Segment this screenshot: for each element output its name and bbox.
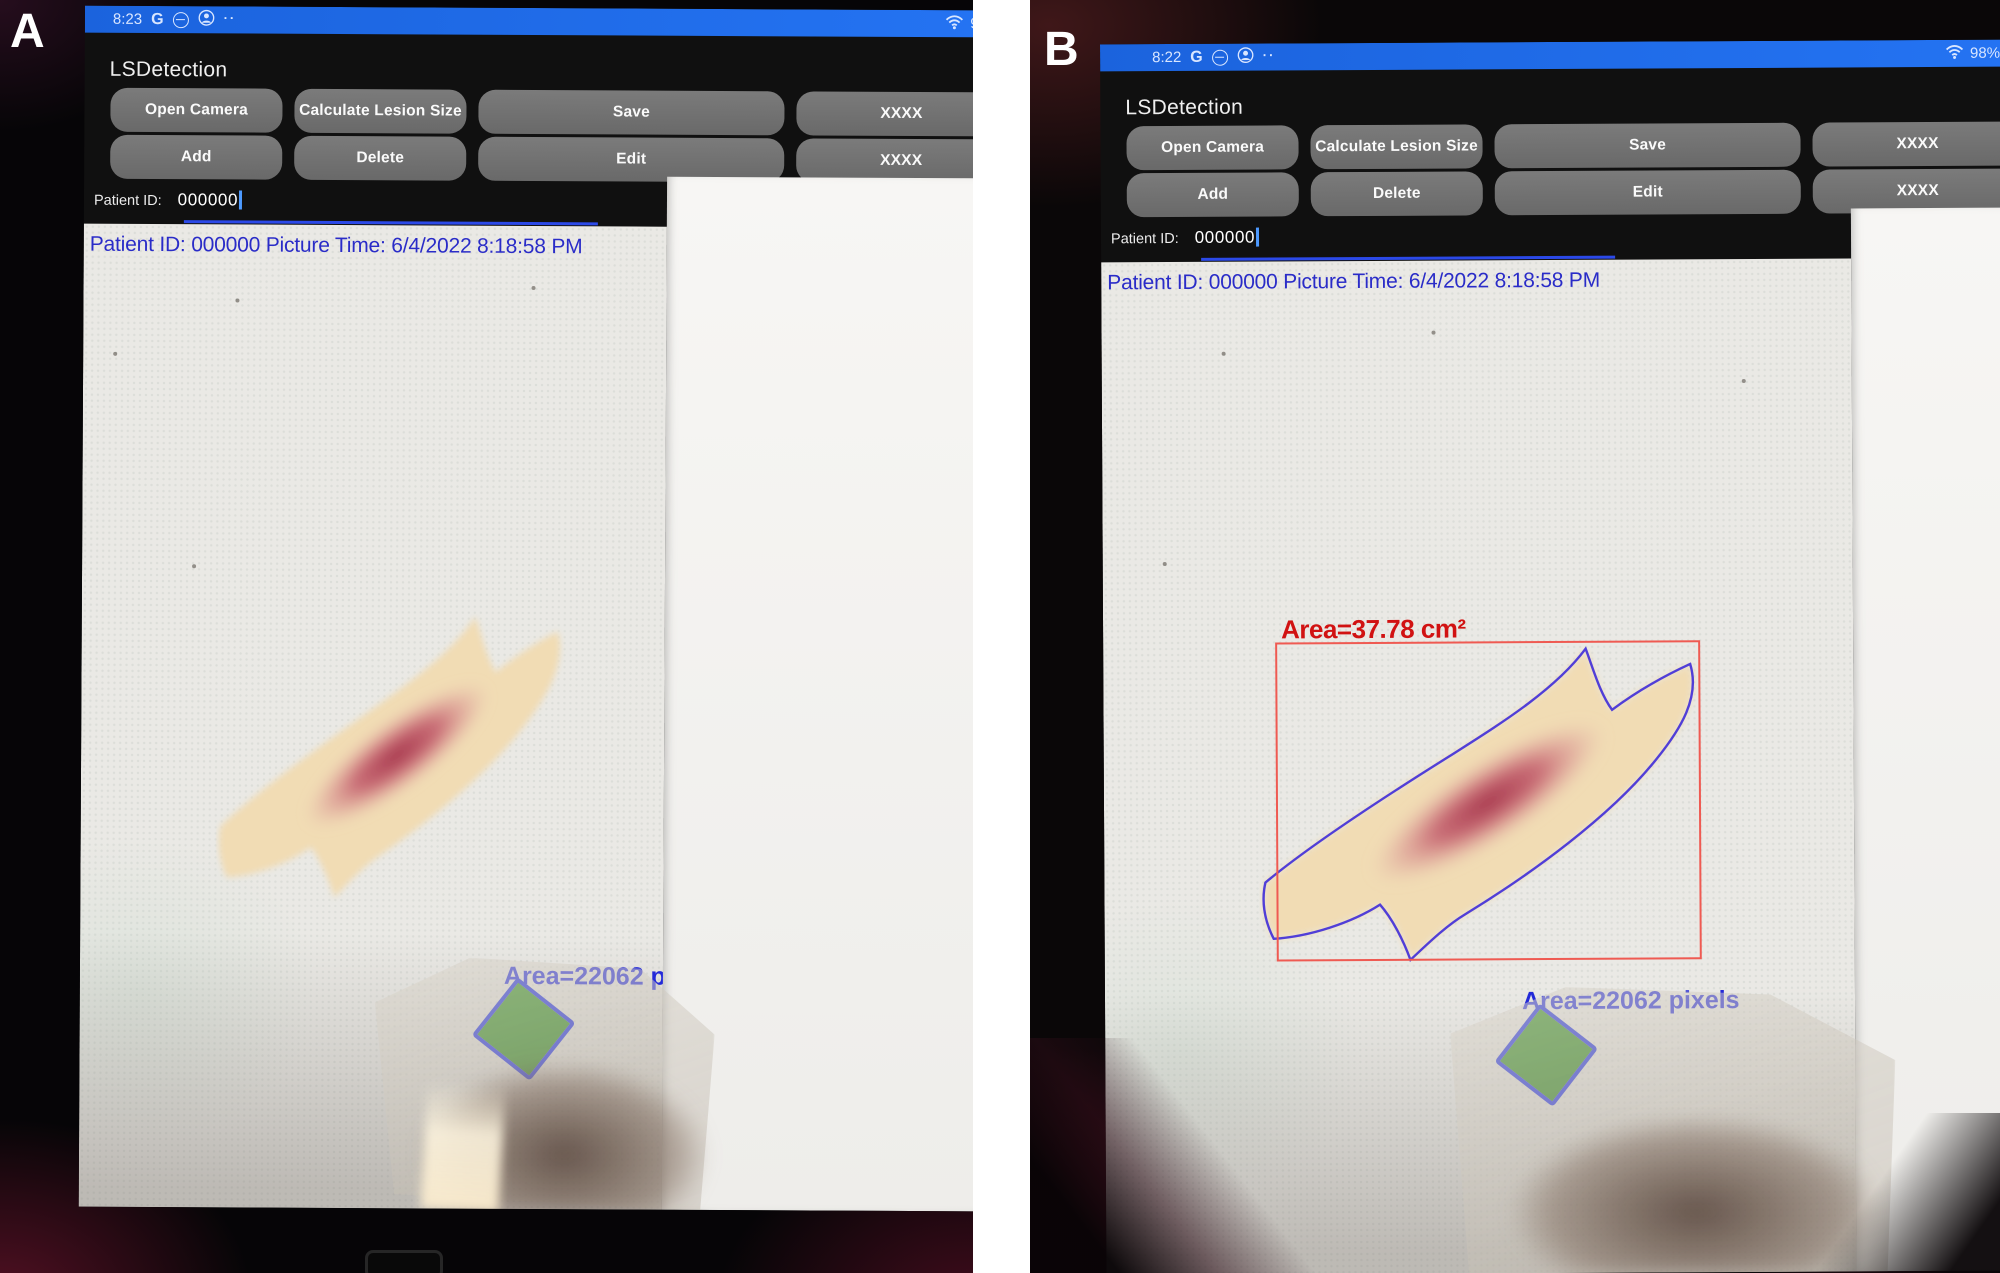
open-camera-button[interactable]: Open Camera bbox=[110, 87, 283, 133]
save-button[interactable]: Save bbox=[478, 89, 785, 136]
add-button[interactable]: Add bbox=[110, 134, 283, 180]
calculate-lesion-size-button[interactable]: Calculate Lesion Size bbox=[294, 88, 467, 134]
dust-speck bbox=[192, 564, 197, 569]
add-button[interactable]: Add bbox=[1126, 172, 1299, 218]
dust-speck bbox=[1741, 379, 1746, 384]
delete-button[interactable]: Delete bbox=[1310, 171, 1483, 217]
status-bar-right: 98 bbox=[945, 14, 973, 34]
wifi-icon bbox=[1945, 43, 1964, 63]
profile-icon bbox=[1237, 47, 1254, 68]
toolbar-button-grid: Open Camera Calculate Lesion Size Save X… bbox=[110, 87, 973, 184]
dust-speck bbox=[1431, 330, 1436, 335]
captured-image-area: Patient ID: 000000 Picture Time: 6/4/202… bbox=[78, 223, 722, 1210]
status-bar-left: 8:23 G ·· bbox=[85, 9, 236, 31]
android-status-bar: 8:22 G ·· 98% bbox=[1100, 39, 2000, 72]
status-clock: 8:23 bbox=[112, 10, 143, 28]
google-icon: G bbox=[1190, 48, 1203, 66]
patient-id-label: Patient ID: bbox=[1110, 230, 1179, 248]
android-status-bar: 8:23 G ·· 98 bbox=[84, 5, 973, 38]
lesion-red-core bbox=[1370, 720, 1606, 885]
status-clock: 8:22 bbox=[1152, 48, 1182, 67]
simulated-lesion bbox=[1262, 646, 1695, 962]
image-caption: Patient ID: 000000 Picture Time: 6/4/202… bbox=[89, 232, 583, 259]
do-not-disturb-icon bbox=[172, 11, 189, 28]
text-cursor bbox=[1255, 227, 1260, 247]
toolbar-button-grid: Open Camera Calculate Lesion Size Save X… bbox=[1126, 121, 2000, 218]
dust-speck bbox=[531, 285, 536, 291]
tablet-bezel-camera bbox=[365, 1250, 443, 1273]
edit-button[interactable]: Edit bbox=[1494, 169, 1801, 216]
text-cursor bbox=[238, 190, 243, 210]
google-icon: G bbox=[151, 10, 164, 28]
app-title: LSDetection bbox=[109, 57, 228, 82]
patient-id-row: Patient ID: 000000 bbox=[1110, 227, 1260, 249]
reflection-streak bbox=[420, 1080, 506, 1212]
battery-percent: 98 bbox=[970, 15, 973, 33]
edit-button[interactable]: Edit bbox=[478, 136, 785, 183]
open-camera-button[interactable]: Open Camera bbox=[1126, 125, 1299, 171]
status-bar-right: 98% bbox=[1945, 43, 2000, 63]
battery-percent: 98% bbox=[1969, 44, 2000, 62]
do-not-disturb-icon bbox=[1211, 49, 1228, 66]
tablet-screen-b: 8:22 G ·· 98% LSDetection Open Camera Ca… bbox=[1100, 39, 2000, 1273]
save-button[interactable]: Save bbox=[1494, 122, 1801, 169]
patient-id-label: Patient ID: bbox=[93, 192, 162, 210]
lesion-red-core bbox=[303, 681, 491, 829]
profile-icon bbox=[198, 9, 215, 30]
xxxx-button-top[interactable]: XXXX bbox=[796, 91, 973, 137]
status-bar-left: 8:22 G ·· bbox=[1100, 46, 1275, 68]
simulated-lesion bbox=[218, 616, 560, 898]
patient-id-input[interactable]: 000000 bbox=[1195, 227, 1260, 248]
dust-speck bbox=[1221, 351, 1226, 356]
figure-panel-a: A 8:23 G ·· 98 LSDetection Open Camera C… bbox=[0, 0, 973, 1273]
dust-speck bbox=[235, 298, 240, 303]
tablet-screen-a: 8:23 G ·· 98 LSDetection Open Camera Cal… bbox=[78, 5, 973, 1212]
bezel-corner-shadow bbox=[1030, 1038, 1340, 1273]
xxxx-button-top[interactable]: XXXX bbox=[1812, 121, 2000, 167]
patient-id-row: Patient ID: 000000 bbox=[93, 190, 243, 211]
panel-a-letter: A bbox=[10, 5, 45, 58]
patient-id-input[interactable]: 000000 bbox=[178, 190, 243, 210]
figure-panel-b: B 8:22 G ·· 98% LSDetection Open Camera … bbox=[1030, 0, 2000, 1273]
panel-b-letter: B bbox=[1044, 23, 1079, 76]
lesion-bounding-box bbox=[1275, 640, 1702, 962]
calculate-lesion-size-button[interactable]: Calculate Lesion Size bbox=[1310, 124, 1483, 170]
delete-button[interactable]: Delete bbox=[294, 135, 467, 181]
notification-dots: ·· bbox=[1262, 47, 1276, 63]
app-title: LSDetection bbox=[1125, 95, 1244, 120]
image-caption: Patient ID: 000000 Picture Time: 6/4/202… bbox=[1107, 268, 1601, 295]
wifi-icon bbox=[945, 14, 964, 34]
bezel-corner-shadow bbox=[1775, 1113, 2000, 1273]
cm-area-annotation: Area=37.78 cm² bbox=[1280, 613, 1466, 645]
dust-speck bbox=[1162, 562, 1167, 567]
captured-image-area: Patient ID: 000000 Picture Time: 6/4/202… bbox=[1101, 258, 1857, 1273]
dust-speck bbox=[113, 351, 118, 356]
lesion-contour-outline bbox=[1262, 646, 1695, 962]
notification-dots: ·· bbox=[223, 10, 237, 26]
